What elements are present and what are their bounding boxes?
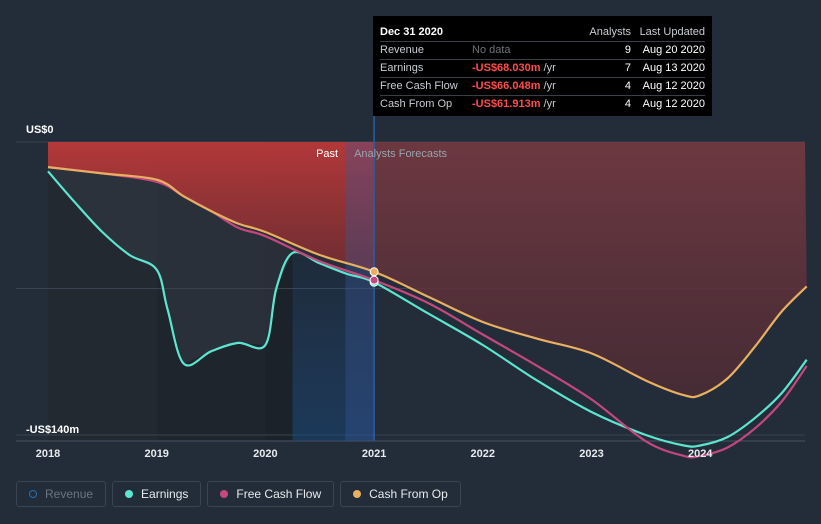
series-line-cash-from-op [47,166,808,399]
legend-label: Free Cash Flow [236,487,322,501]
legend-dot-icon [220,490,229,498]
tooltip-row-label: Cash From Op [380,95,472,113]
x-tick-label: 2021 [362,448,386,460]
tooltip-table: Dec 31 2020 Analysts Last Updated Revenu… [380,24,705,113]
negative-area-forecast [373,142,807,398]
data-tooltip: Dec 31 2020 Analysts Last Updated Revenu… [373,16,712,116]
tooltip-row-cash-from-op: Cash From Op -US$61.913m /yr 4 Aug 12 20… [380,95,705,113]
legend-item-free-cash-flow[interactable]: Free Cash Flow [207,481,335,507]
marker-layer [369,267,379,287]
legend-dot-icon [353,490,362,498]
x-tick-label: 2024 [688,448,713,460]
tooltip-row-value: -US$66.048m /yr [472,77,590,96]
tooltip-row-analysts: 7 [589,59,631,78]
tooltip-row-updated: Aug 20 2020 [631,41,705,60]
tooltip-col-analysts: Analysts [589,26,631,38]
x-tick-label: 2023 [579,448,603,460]
legend-item-earnings[interactable]: Earnings [112,481,202,507]
tooltip-row-value: No data [472,41,590,60]
x-tick-label: 2022 [471,448,495,460]
tooltip-date: Dec 31 2020 [380,26,443,38]
tooltip-row-label: Free Cash Flow [380,77,472,96]
tooltip-row-value: -US$68.030m /yr [472,59,590,78]
series-line-earnings [47,170,808,448]
tooltip-row-label: Earnings [380,59,472,78]
legend-dot-icon [125,490,134,498]
x-tick-label: 2020 [253,448,277,460]
tooltip-row-analysts: 4 [589,77,631,96]
tooltip-row-free-cash-flow: Free Cash Flow -US$66.048m /yr 4 Aug 12 … [380,77,705,96]
tooltip-col-updated: Last Updated [639,26,705,38]
tooltip-row-updated: Aug 12 2020 [631,95,705,113]
x-tick-label: 2018 [36,448,60,460]
x-tick-label: 2019 [144,448,168,460]
negative-area-past [48,142,374,272]
tooltip-row-value: -US$61.913m /yr [472,95,590,113]
tooltip-row-revenue: Revenue No data 9 Aug 20 2020 [380,41,705,60]
marker-cash-from-op [369,267,379,277]
legend-item-revenue[interactable]: Revenue [16,481,107,507]
y-axis-top-label: US$0 [26,124,54,136]
tooltip-row-analysts: 4 [589,95,631,113]
area-layer [48,116,807,441]
tooltip-row-analysts: 9 [589,41,631,60]
tooltip-row-earnings: Earnings -US$68.030m /yr 7 Aug 13 2020 [380,59,705,78]
region-label-forecast: Analysts Forecasts [354,148,447,160]
legend-label: Cash From Op [369,487,448,501]
past-highlight-band [345,142,375,441]
line-layer [47,166,808,459]
legend-item-cash-from-op[interactable]: Cash From Op [340,481,461,507]
marker-free-cash-flow [369,275,379,285]
y-axis-bottom-label: -US$140m [26,424,79,436]
earnings-band [48,167,375,364]
legend-dot-icon [29,490,37,498]
axis-layer: Past Analysts Forecasts US$0 -US$140m 2018 20… [26,124,713,460]
tooltip-row-updated: Aug 13 2020 [631,59,705,78]
selection-highlight [292,252,375,441]
tooltip-row-updated: Aug 12 2020 [631,77,705,96]
legend-label: Earnings [141,487,189,501]
chart-legend: Revenue Earnings Free Cash Flow Cash Fro… [16,481,461,509]
tooltip-row-label: Revenue [380,41,472,60]
legend-label: Revenue [45,487,94,501]
region-label-past: Past [316,148,338,160]
